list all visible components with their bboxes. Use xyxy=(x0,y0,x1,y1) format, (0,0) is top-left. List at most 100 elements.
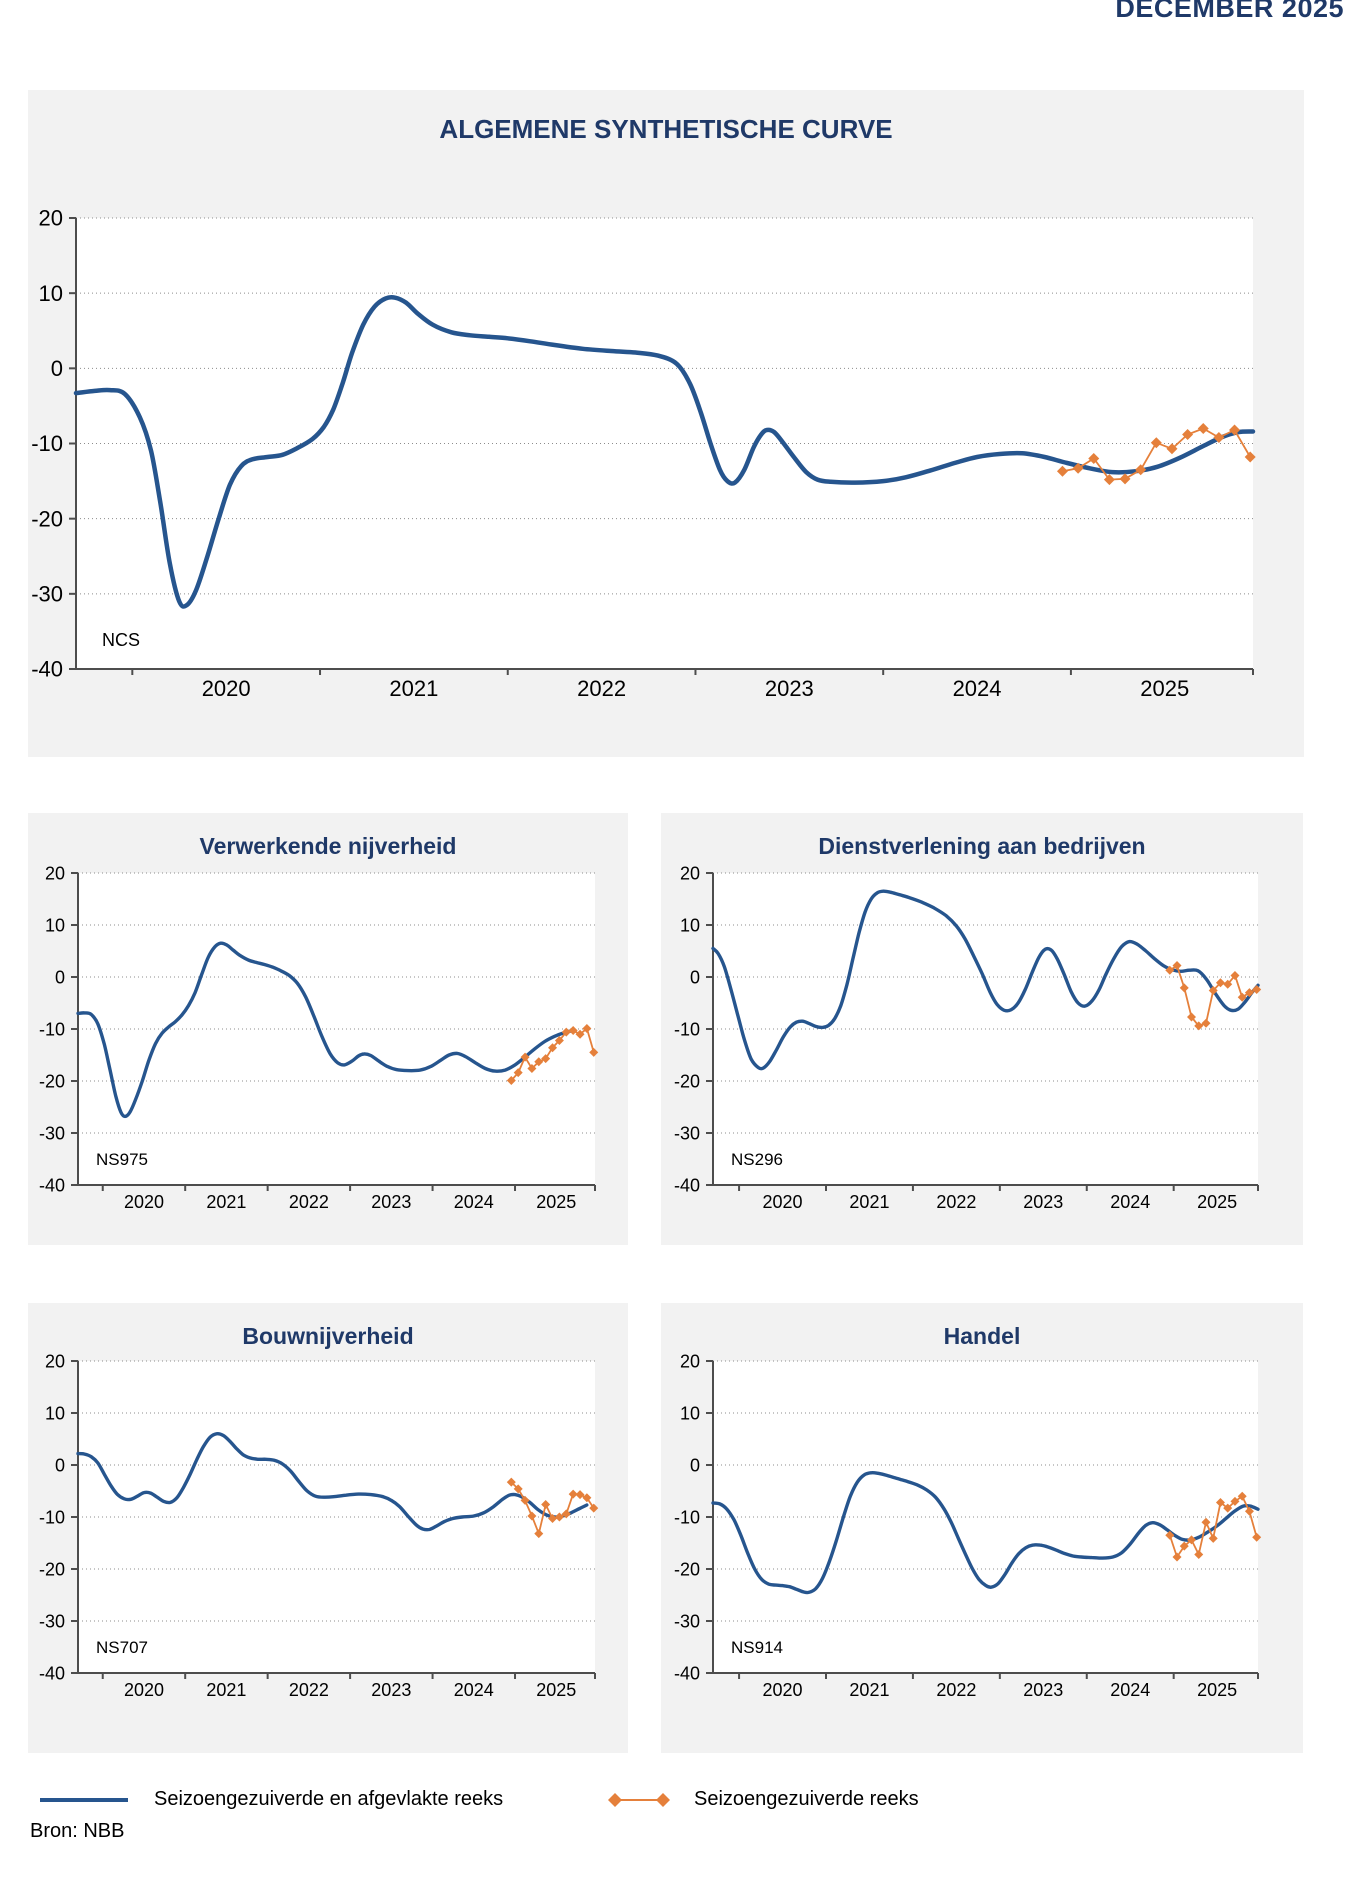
ns296-line-chart: 20 10 0 -10 -20 -30 -40 2020 2021 2022 2023 2024 202… xyxy=(674,863,1262,1212)
seasonal-series-point xyxy=(1135,464,1147,476)
x-tick-label: 2022 xyxy=(577,676,626,701)
y-tick-label: 10 xyxy=(45,915,65,935)
seasonal-series-point xyxy=(1187,1535,1197,1545)
chart-panel-general-synthetic-curve: ALGEMENE SYNTHETISCHE CURVE 20 10 0 -10 -20 -… xyxy=(28,90,1304,757)
chart-legend: Seizoengezuiverde en afgevlakte reeks Se… xyxy=(0,1788,1352,1818)
x-tick-label: 2023 xyxy=(1023,1192,1063,1212)
y-tick-label: -10 xyxy=(39,1507,65,1527)
seasonal-series-point xyxy=(1119,473,1131,485)
x-tick-label: 2021 xyxy=(389,676,438,701)
chart-title-ncs: ALGEMENE SYNTHETISCHE CURVE xyxy=(439,114,893,144)
chart-panel-bouwnijverheid: Bouwnijverheid 20 10 0 -10 -20 -30 -40 2020 2021… xyxy=(28,1303,628,1753)
seasonal-series-point xyxy=(554,1512,564,1522)
smoothed-series-path xyxy=(711,889,1260,1071)
x-tick-label: 2021 xyxy=(206,1680,246,1700)
seasonal-series-point xyxy=(554,1035,564,1045)
seasonal-series-point xyxy=(1072,462,1084,474)
smoothed-series-path xyxy=(76,941,575,1119)
ns707-line-chart: 20 10 0 -10 -20 -30 -40 2020 2021 2022 2023 2024 202… xyxy=(39,1351,599,1700)
seasonal-series-point xyxy=(1237,1491,1247,1501)
y-tick-label: -10 xyxy=(39,1019,65,1039)
seasonal-series-point xyxy=(1237,992,1247,1002)
seasonal-series-point xyxy=(1208,986,1218,996)
seasonal-series-point xyxy=(1150,437,1162,449)
smoothed-series-line-swatch xyxy=(40,1797,128,1802)
seasonal-series-point xyxy=(1194,1021,1204,1031)
seasonal-series-point xyxy=(1244,1506,1254,1516)
legend-label-seasonal: Seizoengezuiverde reeks xyxy=(694,1788,919,1810)
seasonal-series-point xyxy=(1056,465,1068,477)
seasonal-series-point xyxy=(561,1509,571,1519)
x-tick-label: 2020 xyxy=(124,1680,164,1700)
seasonal-series-point xyxy=(1179,1541,1189,1551)
x-tick-label: 2022 xyxy=(936,1192,976,1212)
y-tick-label: -30 xyxy=(674,1123,700,1143)
y-tick-label: -30 xyxy=(39,1123,65,1143)
report-date: DECEMBER 2025 xyxy=(1115,0,1344,23)
series-code-ns975: NS975 xyxy=(96,1150,148,1169)
y-tick-label: -40 xyxy=(39,1663,65,1683)
x-tick-label: 2025 xyxy=(536,1192,576,1212)
seasonal-series-point xyxy=(1172,961,1182,971)
x-tick-label: 2023 xyxy=(371,1680,411,1700)
y-tick-label: -20 xyxy=(674,1559,700,1579)
seasonal-series-point xyxy=(582,1493,592,1503)
legend-label-smoothed: Seizoengezuiverde en afgevlakte reeks xyxy=(154,1788,504,1810)
seasonal-series-point xyxy=(1230,1496,1240,1506)
seasonal-series-point xyxy=(1252,1532,1262,1542)
y-tick-label: 0 xyxy=(690,967,700,987)
seasonal-series-point xyxy=(506,1477,516,1487)
seasonal-series-point xyxy=(527,1511,537,1521)
x-tick-label: 2023 xyxy=(1023,1680,1063,1700)
seasonal-series-point xyxy=(1165,1530,1175,1540)
y-tick-label: 0 xyxy=(55,1455,65,1475)
ncs-line-chart: 20 10 0 -10 -20 -30 -40 2020 2021 2022 2023 2024 202… xyxy=(31,206,1256,701)
x-tick-label: 2025 xyxy=(1197,1192,1237,1212)
seasonal-series-point xyxy=(1252,984,1262,994)
x-tick-label: 2022 xyxy=(289,1680,329,1700)
x-tick-label: 2024 xyxy=(1110,1192,1150,1212)
seasonal-series-point xyxy=(527,1064,537,1074)
ns914-line-chart: 20 10 0 -10 -20 -30 -40 2020 2021 2022 2023 2024 202… xyxy=(674,1351,1262,1700)
seasonal-series-point xyxy=(1197,422,1209,434)
seasonal-series-diamond-swatch xyxy=(608,1792,670,1807)
x-tick-label: 2023 xyxy=(371,1192,411,1212)
x-tick-label: 2024 xyxy=(454,1680,494,1700)
x-tick-label: 2023 xyxy=(765,676,814,701)
y-tick-label: 10 xyxy=(680,915,700,935)
seasonal-series-point xyxy=(1229,424,1241,436)
smoothed-series-path xyxy=(711,1470,1260,1595)
x-tick-label: 2020 xyxy=(763,1680,803,1700)
y-tick-label: -10 xyxy=(31,431,63,456)
y-tick-label: 10 xyxy=(39,281,63,306)
seasonal-series-point xyxy=(1194,1549,1204,1559)
chart-panel-verwerkende-nijverheid: Verwerkende nijverheid 20 10 0 -10 -20 -30 -40… xyxy=(28,813,628,1245)
seasonal-series-point xyxy=(1187,1012,1197,1022)
seasonal-series-point xyxy=(513,1068,523,1078)
seasonal-series-point xyxy=(582,1023,592,1033)
plot-background xyxy=(78,873,595,1185)
chart-title-ns707: Bouwnijverheid xyxy=(242,1323,414,1349)
seasonal-series-point xyxy=(561,1027,571,1037)
y-tick-label: -30 xyxy=(39,1611,65,1631)
y-tick-label: 10 xyxy=(45,1403,65,1423)
seasonal-series-point xyxy=(575,1490,585,1500)
y-tick-label: -20 xyxy=(31,506,63,531)
seasonal-series-point xyxy=(575,1029,585,1039)
seasonal-series-point xyxy=(548,1043,558,1053)
seasonal-series-point xyxy=(534,1057,544,1067)
y-tick-label: 0 xyxy=(51,356,63,381)
x-tick-label: 2021 xyxy=(849,1192,889,1212)
seasonal-series-point xyxy=(1103,474,1115,486)
y-tick-label: -40 xyxy=(39,1175,65,1195)
chart-title-ns296: Dienstverlening aan bedrijven xyxy=(818,833,1146,859)
y-tick-label: 20 xyxy=(45,863,65,883)
chart-panel-handel: Handel 20 10 0 -10 -20 -30 -40 2020 2021 2022 2023… xyxy=(661,1303,1303,1753)
y-tick-label: -30 xyxy=(31,582,63,607)
chart-title-ns975: Verwerkende nijverheid xyxy=(199,833,457,859)
x-tick-label: 2024 xyxy=(1110,1680,1150,1700)
x-tick-label: 2022 xyxy=(936,1680,976,1700)
seasonal-series-point xyxy=(1201,1018,1211,1028)
seasonal-series-point xyxy=(541,1500,551,1510)
x-tick-label: 2021 xyxy=(849,1680,889,1700)
